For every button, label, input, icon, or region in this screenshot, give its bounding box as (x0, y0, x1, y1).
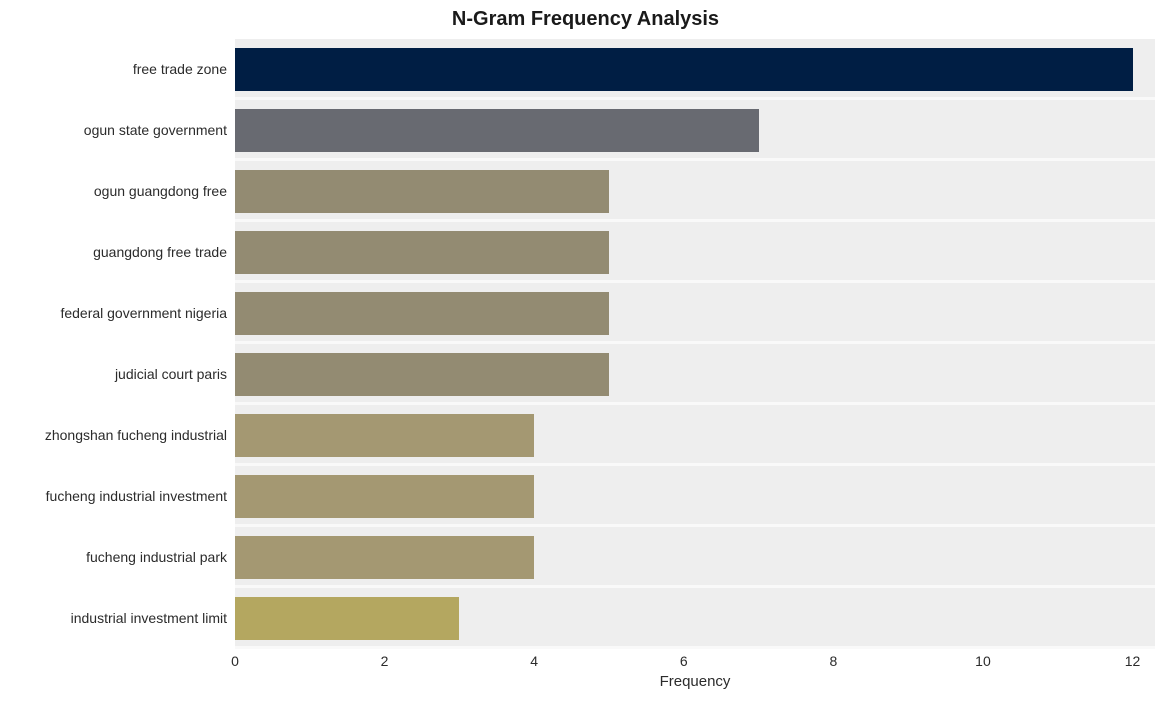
x-tick-label: 0 (231, 653, 239, 669)
x-axis-label: Frequency (235, 673, 1155, 690)
x-tick-label: 8 (829, 653, 837, 669)
y-tick-label: zhongshan fucheng industrial (7, 428, 227, 442)
chart-title: N-Gram Frequency Analysis (8, 8, 1163, 31)
x-tick-label: 4 (530, 653, 538, 669)
bar (235, 170, 609, 213)
y-tick-label: ogun state government (7, 123, 227, 137)
bar (235, 414, 534, 457)
ngram-frequency-chart: N-Gram Frequency Analysis Frequency 0 2 4 6… (8, 8, 1163, 693)
bar (235, 597, 459, 640)
bar (235, 292, 609, 335)
x-tick-label: 12 (1125, 653, 1141, 669)
bar (235, 231, 609, 274)
x-tick-label: 2 (381, 653, 389, 669)
bar (235, 48, 1133, 91)
bar (235, 353, 609, 396)
row-gap (235, 646, 1155, 649)
bar (235, 475, 534, 518)
y-tick-label: industrial investment limit (7, 611, 227, 625)
bar (235, 109, 759, 152)
x-tick-label: 6 (680, 653, 688, 669)
bar (235, 536, 534, 579)
y-tick-label: guangdong free trade (7, 245, 227, 259)
y-tick-label: fucheng industrial park (7, 550, 227, 564)
y-tick-label: fucheng industrial investment (7, 489, 227, 503)
plot-area (235, 38, 1155, 648)
y-tick-label: free trade zone (7, 62, 227, 76)
y-tick-label: federal government nigeria (7, 306, 227, 320)
x-tick-label: 10 (975, 653, 991, 669)
y-tick-label: judicial court paris (7, 367, 227, 381)
y-tick-label: ogun guangdong free (7, 184, 227, 198)
